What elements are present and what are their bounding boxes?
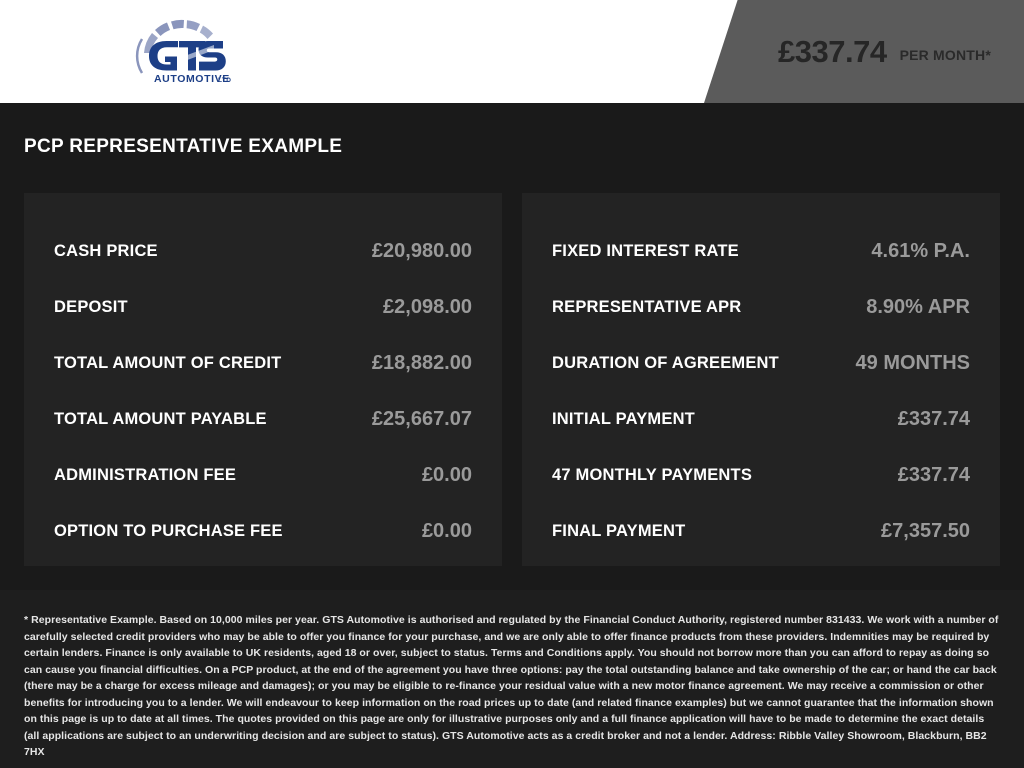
row-value: £2,098.00 bbox=[383, 295, 472, 318]
row-label: TOTAL AMOUNT OF CREDIT bbox=[54, 353, 282, 372]
table-row: OPTION TO PURCHASE FEE £0.00 bbox=[54, 503, 472, 559]
monthly-price-amount: £337.74 bbox=[778, 34, 887, 69]
row-label: 47 MONTHLY PAYMENTS bbox=[552, 465, 753, 484]
row-label: FINAL PAYMENT bbox=[552, 521, 686, 540]
table-row: 47 MONTHLY PAYMENTS £337.74 bbox=[552, 447, 970, 503]
right-details-panel: FIXED INTEREST RATE 4.61% P.A. REPRESENT… bbox=[522, 193, 1000, 566]
row-label: DURATION OF AGREEMENT bbox=[552, 353, 779, 372]
row-value: £337.74 bbox=[897, 463, 970, 486]
row-value: 4.61% P.A. bbox=[871, 239, 970, 262]
finance-details-panels: CASH PRICE £20,980.00 DEPOSIT £2,098.00 … bbox=[24, 193, 1000, 566]
row-label: REPRESENTATIVE APR bbox=[552, 297, 742, 316]
table-row: DURATION OF AGREEMENT 49 MONTHS bbox=[552, 335, 970, 391]
row-value: £7,357.50 bbox=[881, 519, 970, 542]
row-value: £25,667.07 bbox=[371, 407, 472, 430]
table-row: TOTAL AMOUNT OF CREDIT £18,882.00 bbox=[54, 335, 472, 391]
row-label: INITIAL PAYMENT bbox=[552, 409, 695, 428]
row-value: £337.74 bbox=[897, 407, 970, 430]
left-details-panel: CASH PRICE £20,980.00 DEPOSIT £2,098.00 … bbox=[24, 193, 502, 566]
table-row: REPRESENTATIVE APR 8.90% APR bbox=[552, 279, 970, 335]
svg-text:LTD: LTD bbox=[218, 77, 231, 84]
table-row: ADMINISTRATION FEE £0.00 bbox=[54, 447, 472, 503]
row-label: ADMINISTRATION FEE bbox=[54, 465, 237, 484]
row-label: TOTAL AMOUNT PAYABLE bbox=[54, 409, 267, 428]
row-value: 49 MONTHS bbox=[855, 351, 970, 374]
page-title: PCP REPRESENTATIVE EXAMPLE bbox=[24, 136, 343, 157]
row-value: £20,980.00 bbox=[371, 239, 472, 262]
table-row: DEPOSIT £2,098.00 bbox=[54, 279, 472, 335]
row-value: £0.00 bbox=[421, 463, 472, 486]
page-header: AUTOMOTIVE LTD £337.74 PER MONTH* bbox=[0, 0, 1024, 103]
monthly-price-period: PER MONTH* bbox=[899, 47, 992, 63]
svg-text:AUTOMOTIVE: AUTOMOTIVE bbox=[154, 73, 230, 85]
disclaimer-text: * Representative Example. Based on 10,00… bbox=[24, 614, 999, 758]
table-row: INITIAL PAYMENT £337.74 bbox=[552, 391, 970, 447]
row-value: £0.00 bbox=[421, 519, 472, 542]
gts-automotive-logo-icon[interactable]: AUTOMOTIVE LTD bbox=[122, 17, 238, 89]
row-value: £18,882.00 bbox=[371, 351, 472, 374]
row-label: CASH PRICE bbox=[54, 241, 158, 260]
row-label: OPTION TO PURCHASE FEE bbox=[54, 521, 283, 540]
disclaimer-section: * Representative Example. Based on 10,00… bbox=[0, 590, 1024, 768]
table-row: FINAL PAYMENT £7,357.50 bbox=[552, 503, 970, 559]
table-row: FIXED INTEREST RATE 4.61% P.A. bbox=[552, 223, 970, 279]
row-label: DEPOSIT bbox=[54, 297, 128, 316]
monthly-price-banner: £337.74 PER MONTH* bbox=[704, 0, 1024, 103]
row-value: 8.90% APR bbox=[866, 295, 970, 318]
table-row: CASH PRICE £20,980.00 bbox=[54, 223, 472, 279]
row-label: FIXED INTEREST RATE bbox=[552, 241, 739, 260]
table-row: TOTAL AMOUNT PAYABLE £25,667.07 bbox=[54, 391, 472, 447]
